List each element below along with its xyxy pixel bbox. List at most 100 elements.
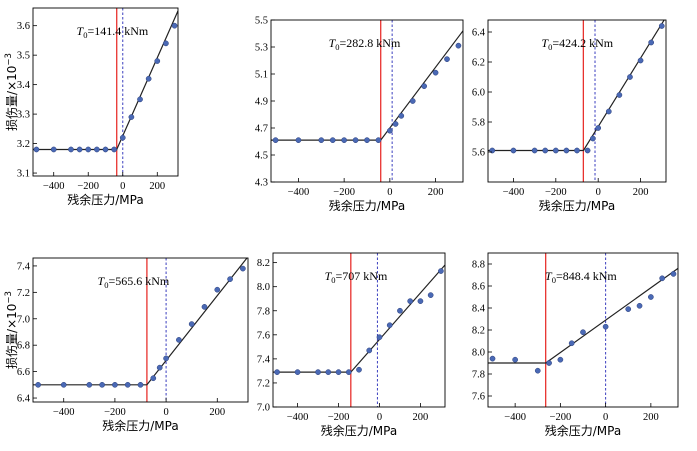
data-point — [137, 96, 143, 103]
data-point — [128, 114, 135, 120]
torque-annotation: T0=848.4 kNm — [545, 269, 617, 285]
torque-annotation: T0=424.2 kNm — [541, 36, 613, 52]
y-tick-label: 6.6 — [17, 367, 30, 378]
y-tick-label: 7.6 — [257, 330, 270, 341]
y-tick-label: 7.6 — [472, 392, 485, 403]
data-point — [546, 360, 552, 366]
x-tick-label: −400 — [288, 187, 310, 198]
data-point — [76, 146, 83, 153]
data-point — [584, 147, 591, 154]
y-tick-label: 7.0 — [17, 314, 30, 325]
x-axis-label: 残余压力/MPa — [102, 418, 178, 433]
x-axis-label: 残余压力/MPa — [321, 423, 397, 438]
data-point — [329, 137, 336, 143]
data-point — [99, 381, 105, 388]
data-point — [625, 306, 632, 312]
y-tick-label: 3.1 — [17, 169, 30, 180]
data-point — [636, 302, 643, 309]
y-tick-label: 5.6 — [472, 148, 485, 159]
data-point — [341, 137, 347, 143]
data-point — [427, 292, 434, 298]
data-point — [568, 340, 575, 347]
data-point — [366, 347, 373, 354]
data-point — [352, 137, 359, 143]
data-point — [432, 69, 439, 76]
torque-annotation: T0=565.6 kNm — [98, 274, 170, 290]
data-point — [616, 92, 623, 98]
data-point — [387, 127, 393, 134]
y-tick-label: 7.2 — [257, 378, 270, 389]
y-tick-label: 4.3 — [255, 178, 268, 189]
y-tick-label: 6.0 — [472, 88, 485, 99]
x-tick-label: −200 — [550, 412, 572, 423]
data-point — [627, 74, 633, 80]
data-point — [295, 137, 302, 143]
torque-annotation: T0=141.4 kNm — [77, 24, 149, 40]
x-axis-label: 残余压力/MPa — [545, 423, 621, 438]
data-point — [315, 369, 321, 375]
data-point — [85, 146, 92, 153]
data-point — [557, 356, 564, 363]
y-tick-label: 8.2 — [257, 258, 270, 269]
x-tick-label: −400 — [287, 412, 309, 423]
y-tick-label: 7.0 — [257, 403, 270, 414]
torque-annotation: T0=282.8 kNm — [329, 36, 401, 52]
y-tick-label: 3.5 — [17, 51, 30, 62]
fit-line — [488, 267, 678, 364]
data-point — [240, 265, 246, 272]
chart-panel-4: −400 −200 0 200 6.4 6.6 6.8 7.0 7.2 7.4 T0=565.6 k… — [4, 257, 249, 433]
x-tick-label: −200 — [545, 187, 567, 198]
x-tick-label: 200 — [413, 412, 429, 423]
data-point — [60, 381, 67, 388]
data-point — [188, 321, 195, 327]
data-point — [274, 369, 280, 375]
data-point — [176, 337, 182, 343]
data-point — [86, 381, 93, 388]
data-point — [111, 146, 117, 153]
y-tick-label: 8.4 — [472, 304, 486, 315]
data-point — [595, 125, 602, 131]
data-point — [602, 323, 609, 330]
y-tick-label: 3.2 — [17, 139, 30, 150]
x-tick-label: 200 — [428, 187, 444, 198]
chart-panel-1: −400 −200 0 200 3.1 3.2 3.3 3.4 3.5 3.6 T0=141.4 k… — [4, 7, 179, 207]
chart-panel-2: −400 −200 0 200 4.3 4.5 4.7 4.9 5.1 5.3 5.5 T0=282.… — [255, 16, 464, 213]
data-point — [294, 369, 301, 375]
data-point — [574, 147, 580, 154]
data-point — [605, 108, 612, 115]
x-tick-label: 0 — [603, 412, 608, 423]
data-point — [35, 381, 41, 388]
data-point — [542, 147, 549, 154]
axes-frame — [32, 7, 179, 177]
y-tick-label: 7.8 — [257, 306, 270, 317]
y-axis-label: 损伤量/×10−3 — [4, 53, 19, 131]
data-point — [648, 294, 654, 300]
data-point — [417, 298, 424, 304]
x-tick-label: 0 — [596, 187, 601, 198]
y-tick-label: 5.5 — [255, 16, 268, 27]
axes-frame — [272, 252, 446, 408]
data-point — [510, 147, 517, 154]
data-point — [335, 369, 342, 375]
axes-frame — [487, 19, 667, 183]
y-tick-label: 6.2 — [472, 58, 485, 69]
data-point — [163, 355, 169, 362]
data-point — [364, 137, 370, 143]
x-tick-label: 200 — [633, 187, 649, 198]
data-point — [214, 286, 221, 293]
chart-panel-3: −400 −200 0 200 5.6 5.8 6.0 6.2 6.4 T0=424.2 kNm 残… — [472, 19, 667, 213]
y-tick-label: 8.0 — [257, 282, 270, 293]
data-point — [119, 134, 126, 141]
data-point — [50, 146, 57, 153]
data-point — [455, 42, 462, 49]
data-point — [318, 137, 325, 143]
torque-annotation: T0=707 kNm — [325, 269, 388, 285]
x-tick-label: 0 — [377, 412, 382, 423]
data-point — [272, 137, 279, 143]
data-point — [145, 75, 152, 82]
data-point — [375, 137, 382, 143]
data-point — [659, 275, 666, 282]
x-tick-label: −400 — [504, 412, 526, 423]
x-tick-label: −400 — [43, 181, 65, 192]
